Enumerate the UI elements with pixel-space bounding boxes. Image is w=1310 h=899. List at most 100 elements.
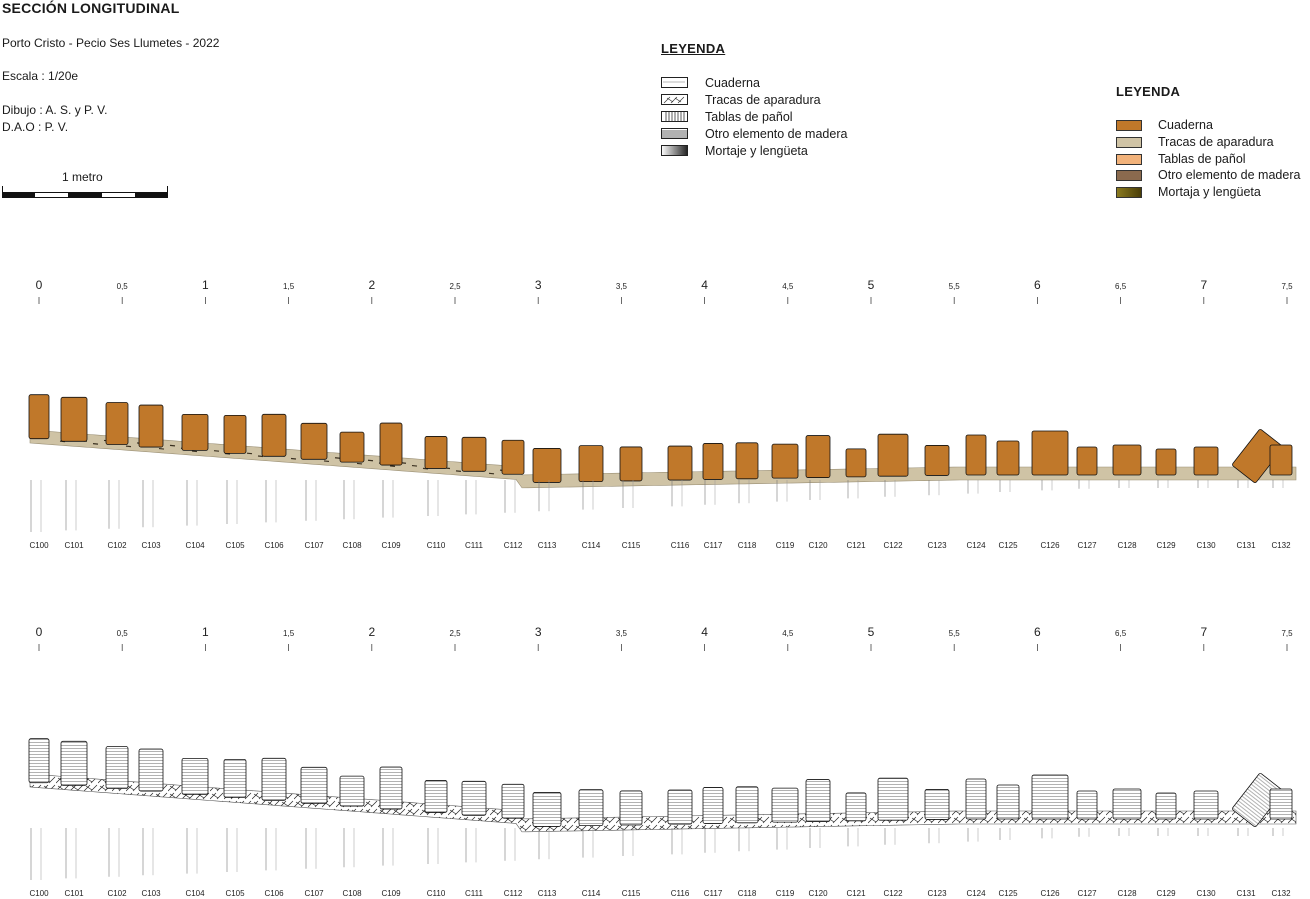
legend-color-label: Cuaderna [1158,118,1213,132]
legend-line-label: Tracas de aparadura [705,93,821,107]
dao-credit: D.A.O : P. V. [2,120,69,134]
frame-shape [532,792,562,827]
frame-shape [138,404,164,448]
frame-label: C118 [738,889,757,898]
frame-c124 [965,434,987,476]
frame-label: C116 [671,541,690,550]
axis-tick-label: 1,5 [283,282,295,291]
legend-line-item-mortaje: Mortaje y lengüeta [661,143,808,159]
frame-label: C119 [776,889,795,898]
frame-c130 [1193,446,1219,476]
frame-shape [1193,790,1219,820]
axis-tick-label: 5,5 [949,282,961,291]
frame-c111 [461,780,487,816]
frame-label: C113 [538,889,557,898]
frame-shape [877,777,909,821]
frame-label: C130 [1196,889,1216,898]
legend-color-label: Otro elemento de madera [1158,168,1301,182]
frame-c131 [1232,429,1284,483]
axis-tick-label: 4 [701,625,708,639]
axis-tick-label: 2,5 [449,629,461,638]
frame-shape [339,431,365,463]
frame-label: C125 [998,889,1018,898]
frame-shape [339,775,365,807]
frame-shape [996,784,1020,820]
drawing-credit: Dibujo : A. S. y P. V. [2,103,108,117]
frame-c110 [424,436,448,469]
cuaderna-swatch [661,77,688,88]
frame-shape [619,790,643,826]
frame-c117 [702,787,724,824]
frame-shape [805,779,831,822]
frame-label: C131 [1236,889,1256,898]
frame-c109 [379,766,403,810]
frame-shape [1155,792,1177,820]
frame-shape [877,433,909,477]
legend-color-item-otro: Otro elemento de madera [1116,167,1300,183]
bottom-section-line: 0 0,5 1 1,5 2 2,5 3 3,5 4 4,5 5 5,5 6 6,5 7 7,5 C100 C101… [28,625,1297,898]
frame-c125 [996,440,1020,476]
frame-label: C101 [64,889,84,898]
frame-label: C121 [846,889,866,898]
frame-c107 [300,422,328,460]
axis-tick-label: 5 [868,625,875,639]
frame-label: C113 [538,541,557,550]
frame-label: C116 [671,889,690,898]
axis-tick-label: 3,5 [616,282,628,291]
frame-c126 [1031,774,1069,820]
frame-shape [28,738,50,784]
frame-shape [1031,430,1069,476]
frame-c114 [578,445,604,483]
frame-shape [924,789,950,820]
page-title: SECCIÓN LONGITUDINAL [2,0,180,16]
frame-shape [1269,444,1293,476]
frame-c125 [996,784,1020,820]
frame-shape [771,787,799,823]
frame-c118 [735,442,759,480]
frame-label: C115 [622,541,641,550]
legend-line-label: Tablas de pañol [705,110,793,124]
tracas-color-swatch [1116,136,1142,148]
legend-color-label: Mortaja y lengüeta [1158,185,1261,199]
plank-mark [334,457,341,459]
frame-c111 [461,436,487,472]
frame-shape [501,783,525,819]
frame-label: C123 [927,541,947,550]
frame-c128 [1112,788,1142,820]
plank-mark [169,444,176,447]
axis-tick-label: 4,5 [782,629,794,638]
axis-tick-label: 2 [368,278,375,292]
frame-c123 [924,789,950,820]
frame-label: C111 [465,541,483,550]
plank-strakes [29,429,1297,489]
frame-label: C107 [304,541,324,550]
frame-label: C111 [465,889,483,898]
mortaje-swatch [661,145,688,156]
frame-c120 [805,435,831,478]
frame-shape [424,436,448,469]
plank-mark [158,447,165,450]
frame-c100 [28,738,50,784]
frame-c102 [105,746,129,789]
frame-label: C103 [141,889,161,898]
frame-shape [1155,448,1177,476]
frame-shape [105,402,129,445]
frame-shape [845,448,867,478]
frame-c103 [138,748,164,792]
frame-shape [578,789,604,827]
otro-color-swatch [1116,169,1142,181]
axis-tick-label: 7,5 [1281,629,1293,638]
legend-line-title: LEYENDA [661,41,726,56]
frame-label: C115 [622,889,641,898]
frame-c106 [261,413,287,457]
frame-c127 [1076,790,1098,820]
frame-c104 [181,413,209,451]
frame-label: C123 [927,889,947,898]
frame-shape [223,758,247,798]
frame-c109 [379,422,403,466]
frame-c127 [1076,446,1098,476]
plank-mark [367,459,374,462]
scalebar [2,186,169,198]
frame-label: C127 [1077,889,1097,898]
frame-label: C114 [582,889,601,898]
